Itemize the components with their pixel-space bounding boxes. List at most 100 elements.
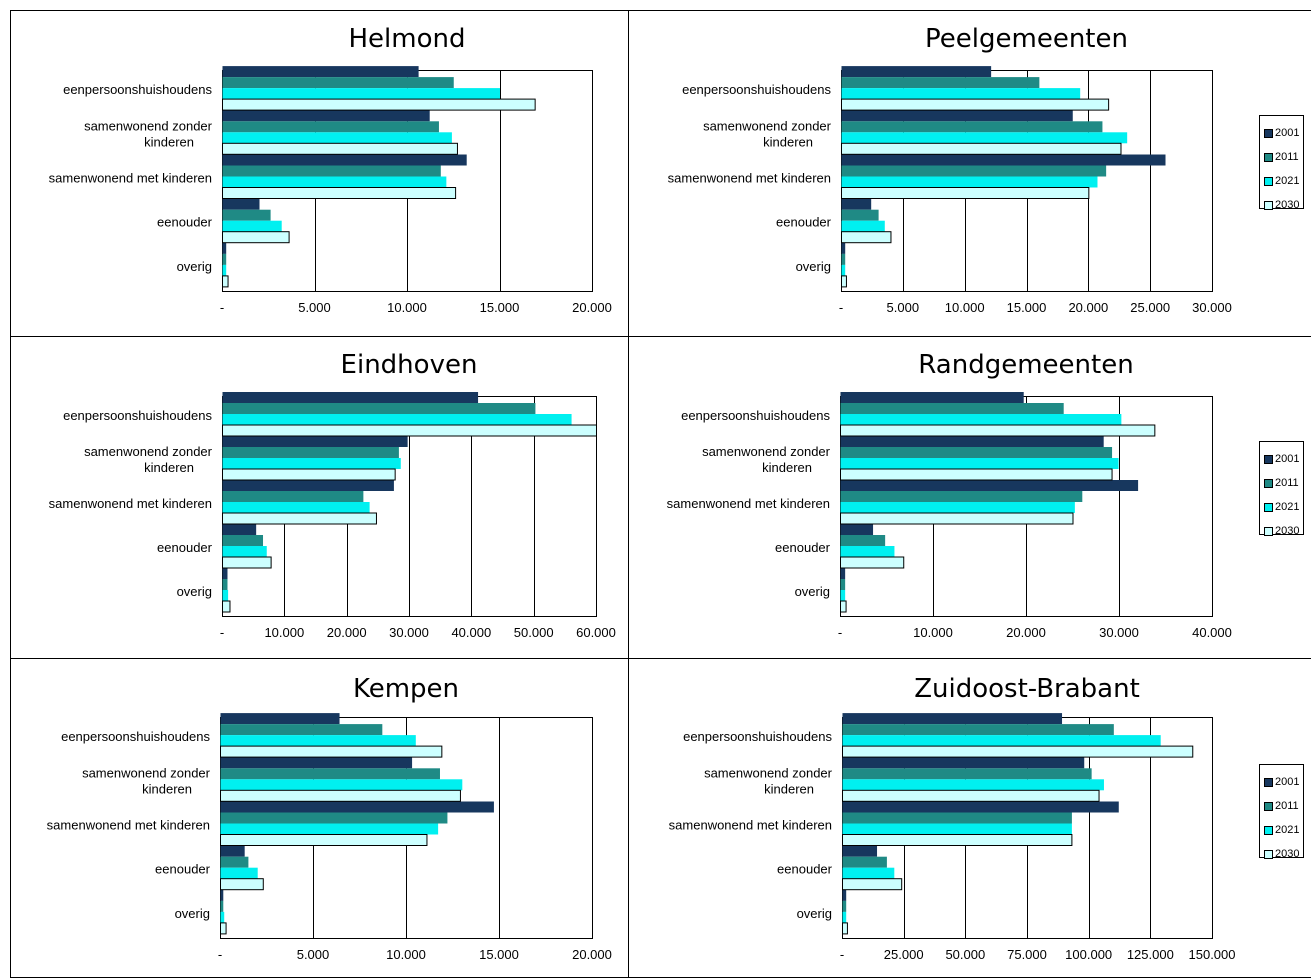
bar-eenpersoonshuishoudens-2001	[842, 713, 1063, 725]
legend-swatch	[1264, 777, 1273, 787]
bar-samenwonend-met-kinderen-2030	[222, 187, 457, 199]
bar-overig-2030	[222, 600, 231, 613]
bar-samenwonend-met-kinderen-2030	[220, 834, 428, 846]
bar-samenwonend-zonder-kinderen-2021	[841, 132, 1128, 144]
x-tick-label: 60.000	[576, 625, 616, 640]
legend-swatch	[1264, 128, 1273, 138]
bar-samenwonend-zonder-kinderen-2001	[222, 110, 430, 122]
bar-overig-2021	[841, 264, 846, 276]
bar-samenwonend-met-kinderen-2030	[222, 512, 377, 525]
bar-samenwonend-met-kinderen-2001	[841, 154, 1166, 166]
x-tick-label: 5.000	[297, 947, 330, 962]
bar-eenouder-2030	[222, 231, 290, 244]
legend-item-2030: 2030	[1264, 842, 1299, 866]
legend-item-2011: 2011	[1264, 145, 1299, 169]
x-tick-label: 10.000	[913, 625, 953, 640]
bar-eenpersoonshuishoudens-2011	[220, 724, 383, 736]
bar-eenouder-2030	[220, 878, 264, 891]
bar-eenouder-2021	[222, 220, 282, 232]
legend-label: 2001	[1275, 127, 1300, 139]
legend: 2001 2011 2021 2030	[1259, 764, 1304, 860]
x-tick-label: 30.000	[1099, 625, 1139, 640]
chart-svg: - 25.000 50.000 75.000 100.000 125.000 150.000…	[669, 713, 1236, 962]
category-label-samenwonend-met-kinderen: samenwonend met kinderen	[667, 496, 830, 511]
legend-label: 2011	[1275, 477, 1299, 489]
legend-item-2001: 2001	[1264, 447, 1299, 471]
x-tick-label: 150.000	[1189, 947, 1236, 962]
bar-overig-2021	[842, 911, 847, 923]
x-tick-label: 10.000	[386, 947, 426, 962]
x-tick-label: 100.000	[1065, 947, 1112, 962]
category-label-eenouder: eenouder	[155, 862, 211, 877]
bar-samenwonend-zonder-kinderen-2030	[222, 468, 396, 481]
bar-eenpersoonshuishoudens-2011	[842, 724, 1114, 736]
legend-item-2001: 2001	[1264, 770, 1299, 794]
category-label-samenwonend-met-kinderen: samenwonend met kinderen	[49, 171, 212, 186]
chart-title: Peelgemeenten	[925, 24, 1128, 54]
category-label-eenouder: eenouder	[157, 215, 213, 230]
bar-overig-2030	[222, 275, 229, 288]
bar-eenouder-2021	[222, 546, 267, 557]
bar-samenwonend-met-kinderen-2021	[841, 176, 1098, 188]
legend-item-2001: 2001	[1264, 121, 1299, 145]
legend: 2001 2011 2021 2030	[1259, 441, 1304, 537]
bar-eenpersoonshuishoudens-2001	[220, 713, 340, 725]
x-tick-label: 40.000	[451, 625, 491, 640]
legend-swatch	[1264, 526, 1273, 536]
category-label-samenwonend-zonder-kinderen: samenwonend zonder kinderen	[703, 118, 832, 149]
bar-samenwonend-met-kinderen-2021	[840, 502, 1075, 513]
bar-samenwonend-met-kinderen-2011	[842, 812, 1072, 824]
bar-eenouder-2001	[220, 845, 245, 857]
bar-samenwonend-zonder-kinderen-2021	[840, 458, 1119, 469]
bar-overig-2011	[842, 900, 847, 912]
category-label-overig: overig	[797, 906, 832, 921]
chart-panel-eindhoven: Eindhoven - 10.000 20.000 30.000 40.000 50.000…	[10, 336, 628, 658]
bar-eenpersoonshuishoudens-2030	[222, 424, 597, 437]
bar-overig-2011	[220, 900, 224, 912]
bar-eenouder-2011	[222, 209, 271, 221]
bar-samenwonend-zonder-kinderen-2011	[840, 447, 1113, 458]
bar-samenwonend-met-kinderen-2030	[841, 187, 1090, 199]
chart-svg: - 5.000 10.000 15.000 20.000 eenpersoonshuish…	[49, 66, 612, 315]
category-label-samenwonend-met-kinderen: samenwonend met kinderen	[49, 496, 212, 511]
category-label-eenpersoonshuishoudens: eenpersoonshuishoudens	[681, 408, 830, 423]
x-tick-label: 20.000	[572, 300, 612, 315]
legend-label: 2030	[1275, 199, 1300, 211]
bar-eenouder-2001	[222, 198, 260, 210]
bar-overig-2030	[842, 922, 848, 935]
x-tick-label: 50.000	[514, 625, 554, 640]
bar-overig-2030	[220, 922, 227, 935]
bar-samenwonend-met-kinderen-2021	[222, 502, 370, 513]
bar-samenwonend-zonder-kinderen-2030	[222, 142, 458, 155]
legend-swatch	[1264, 152, 1273, 162]
bar-overig-2011	[222, 579, 228, 590]
category-label-overig: overig	[795, 584, 830, 599]
chart-title: Zuidoost-Brabant	[914, 674, 1140, 704]
chart-panel-helmond: Helmond - 5.000 10.000 15.000 20.000 eenpersoo…	[10, 10, 628, 336]
category-label-samenwonend-zonder-kinderen: samenwonend zonder kinderen	[704, 765, 833, 796]
bar-eenouder-2030	[840, 556, 905, 569]
bar-overig-2001	[220, 889, 224, 901]
x-tick-label: 10.000	[945, 300, 985, 315]
x-tick-label: 75.000	[1007, 947, 1047, 962]
bar-eenpersoonshuishoudens-2011	[222, 403, 536, 414]
bar-eenouder-2001	[222, 524, 257, 535]
x-tick-label: 30.000	[1192, 300, 1232, 315]
x-tick-label: 125.000	[1127, 947, 1174, 962]
x-tick-label: -	[220, 625, 224, 640]
bar-samenwonend-met-kinderen-2011	[840, 491, 1083, 502]
bar-overig-2011	[222, 253, 227, 265]
bar-overig-2001	[841, 242, 846, 254]
chart-panel-randgemeenten: Randgemeenten - 10.000 20.000 30.000 40.000 ee…	[628, 336, 1311, 658]
bar-samenwonend-zonder-kinderen-2021	[842, 779, 1104, 791]
category-label-eenouder: eenouder	[775, 540, 831, 555]
legend-swatch	[1264, 849, 1273, 859]
category-label-eenouder: eenouder	[777, 862, 833, 877]
chart-svg: - 5.000 10.000 15.000 20.000 25.000 30.000 eenp…	[668, 66, 1232, 315]
bar-overig-2021	[222, 590, 229, 601]
category-label-samenwonend-zonder-kinderen: samenwonend zonder kinderen	[702, 444, 831, 475]
legend-swatch	[1264, 825, 1273, 835]
bar-overig-2030	[840, 600, 847, 613]
x-tick-label: 20.000	[1006, 625, 1046, 640]
